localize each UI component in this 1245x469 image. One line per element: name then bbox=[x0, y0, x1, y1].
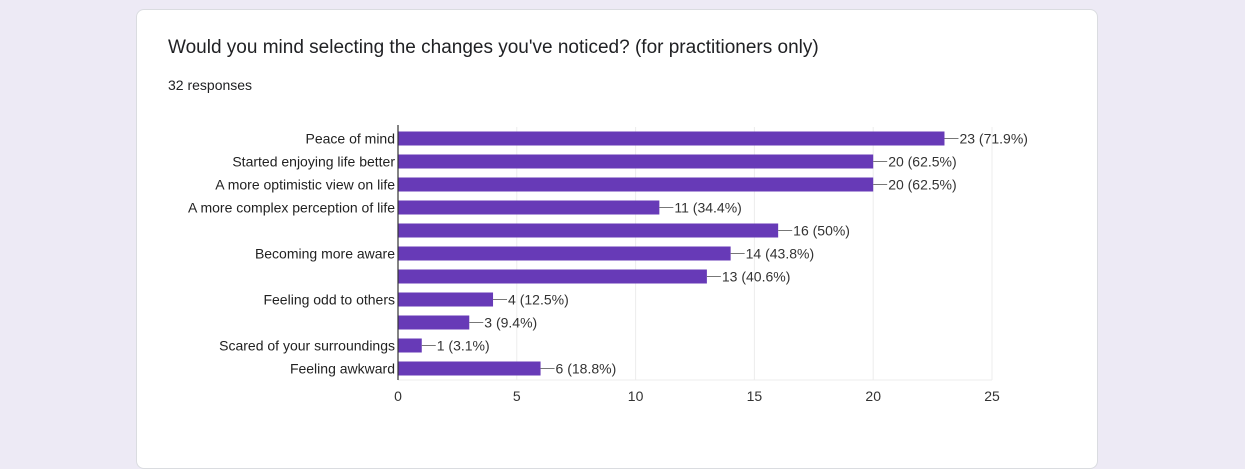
bar bbox=[398, 269, 707, 284]
bar bbox=[398, 361, 541, 376]
category-label: Feeling odd to others bbox=[263, 292, 395, 308]
bar bbox=[398, 292, 494, 307]
category-label: Peace of mind bbox=[306, 131, 396, 147]
question-card: Would you mind selecting the changes you… bbox=[136, 9, 1098, 469]
x-tick-label: 0 bbox=[394, 388, 402, 404]
value-label: 6 (18.8%) bbox=[556, 361, 617, 377]
x-tick-label: 20 bbox=[865, 388, 881, 404]
bar bbox=[398, 315, 470, 330]
bar bbox=[398, 200, 660, 215]
value-label: 23 (71.9%) bbox=[959, 131, 1027, 147]
category-label: Becoming more aware bbox=[255, 246, 395, 262]
category-label: A more complex perception of life bbox=[188, 200, 395, 216]
bar bbox=[398, 177, 874, 192]
x-tick-label: 15 bbox=[747, 388, 763, 404]
value-label: 4 (12.5%) bbox=[508, 292, 569, 308]
x-tick-label: 10 bbox=[628, 388, 644, 404]
value-label: 14 (43.8%) bbox=[746, 246, 814, 262]
x-tick-label: 5 bbox=[513, 388, 521, 404]
bar bbox=[398, 246, 731, 261]
value-label: 1 (3.1%) bbox=[437, 338, 490, 354]
bar bbox=[398, 223, 779, 238]
category-label: Feeling awkward bbox=[290, 361, 395, 377]
response-count: 32 responses bbox=[168, 77, 253, 93]
value-label: 11 (34.4%) bbox=[674, 200, 741, 216]
category-label: A more optimistic view on life bbox=[215, 177, 395, 193]
category-label: Started enjoying life better bbox=[232, 154, 395, 170]
value-label: 20 (62.5%) bbox=[888, 177, 956, 193]
bar bbox=[398, 338, 422, 353]
value-label: 13 (40.6%) bbox=[722, 269, 790, 285]
category-label: Scared of your surroundings bbox=[219, 338, 395, 354]
x-tick-label: 25 bbox=[984, 388, 1000, 404]
value-label: 20 (62.5%) bbox=[888, 154, 956, 170]
bar-chart: Peace of mind 23 (71.9%) Started enjoying … bbox=[188, 125, 1028, 404]
bar bbox=[398, 154, 874, 169]
bar bbox=[398, 131, 945, 146]
value-label: 16 (50%) bbox=[793, 223, 850, 239]
question-title: Would you mind selecting the changes you… bbox=[168, 37, 819, 58]
value-label: 3 (9.4%) bbox=[484, 315, 537, 331]
